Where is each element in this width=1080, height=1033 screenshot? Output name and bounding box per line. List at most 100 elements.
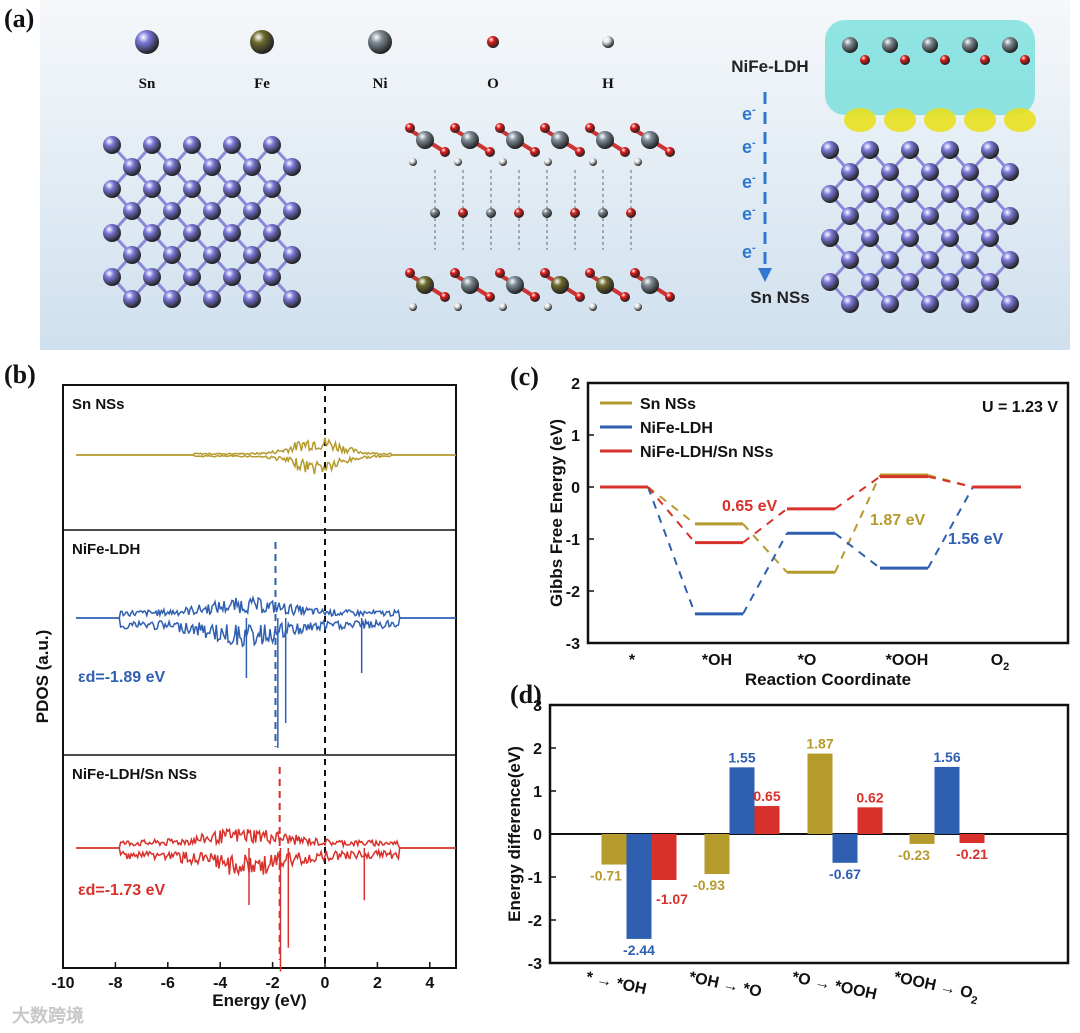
d-band-center-label: εd=-1.73 eV [78, 882, 166, 899]
sn-atom [941, 229, 959, 247]
metal-atom [416, 276, 434, 294]
sn-atom [861, 185, 879, 203]
sn-atom [203, 202, 221, 220]
y-tick-label: -3 [528, 956, 542, 973]
to-state: *O [741, 980, 763, 1001]
energy-connector [834, 474, 881, 573]
bar [729, 767, 755, 834]
pdos-curve-spin-down [76, 847, 456, 877]
y-axis-label: Gibbs Free Energy (eV) [547, 419, 566, 607]
category-text: *OH → *O [687, 969, 763, 1001]
panel-label-b: (b) [4, 360, 36, 389]
oxygen-atom [620, 292, 630, 302]
bar [754, 806, 780, 834]
y-tick-label: 2 [571, 376, 580, 393]
oxygen-atom [530, 292, 540, 302]
oxygen-atom [585, 268, 595, 278]
y-tick-label: 1 [533, 784, 542, 801]
energy-connector [647, 486, 696, 615]
pdos-curve-spin-up [76, 827, 456, 849]
sn-atom [143, 136, 161, 154]
bar-value-label: -2.44 [623, 942, 655, 958]
sn-atom [263, 268, 281, 286]
bar [626, 834, 652, 939]
metal-atom [842, 37, 858, 53]
sn-atom [163, 290, 181, 308]
pdos-subplot-title: NiFe-LDH/Sn NSs [72, 766, 197, 783]
arrow-icon: → [813, 974, 837, 995]
oxygen-atom [530, 147, 540, 157]
sn-atom [223, 180, 241, 198]
from-state: * [584, 969, 598, 988]
oxygen-atom [860, 55, 870, 65]
sn-atom [881, 207, 899, 225]
metal-atom [922, 37, 938, 53]
sn-atom [183, 224, 201, 242]
bar [959, 834, 985, 844]
oxygen-atom [405, 268, 415, 278]
bar-value-label: 0.65 [753, 788, 780, 804]
metal-atom [416, 131, 434, 149]
sn-atom [901, 229, 919, 247]
atom-legend-label-o: O [487, 76, 499, 92]
sn-atom [1001, 163, 1019, 181]
pdos-frame [62, 384, 457, 969]
oxygen-atom [630, 123, 640, 133]
y-axis-label: Energy difference(eV) [505, 746, 524, 922]
from-state: *OH [687, 969, 724, 993]
barrier-label: 0.65 eV [722, 498, 777, 515]
subscript: 2 [970, 994, 978, 1007]
y-tick-label: 0 [533, 827, 542, 844]
bar [909, 834, 935, 844]
pdos-curve-spin-up [76, 595, 456, 619]
y-tick-label: -1 [528, 870, 542, 887]
panel-label-d: (d) [510, 680, 542, 709]
energy-connector [647, 486, 696, 544]
oxygen-atom [575, 147, 585, 157]
sn-atom [263, 180, 281, 198]
x-axis-label: Reaction Coordinate [745, 670, 911, 689]
metal-atom [461, 276, 479, 294]
ldh-label: NiFe-LDH [731, 57, 808, 76]
sn-atom [981, 185, 999, 203]
sn-atom [123, 202, 141, 220]
category-text: * → *OH [584, 969, 648, 998]
x-tick-label: -2 [265, 975, 279, 992]
sn-atom [1001, 295, 1019, 313]
oxygen-atom [495, 123, 505, 133]
hydrogen-atom [634, 158, 642, 166]
sn-atom [123, 290, 141, 308]
sn-atom [263, 136, 281, 154]
pdos-subplot-title: NiFe-LDH [72, 541, 140, 558]
sn-atom [901, 273, 919, 291]
hydrogen-atom [454, 158, 462, 166]
metal-atom [882, 37, 898, 53]
x-tick-label: -4 [213, 975, 227, 992]
bar [601, 834, 627, 865]
oxygen-atom [620, 147, 630, 157]
bar-value-label: 1.56 [933, 749, 960, 765]
category-text: *OOH → O2 [892, 969, 981, 1007]
oxygen-atom [485, 292, 495, 302]
sn-atom [841, 295, 859, 313]
sn-nss-label: Sn NSs [750, 288, 810, 307]
sn-atom [243, 246, 261, 264]
energy-connector [834, 532, 881, 569]
sn-atom [881, 295, 899, 313]
electron-charge: - [752, 137, 756, 149]
metal-atom [551, 131, 569, 149]
metal-atom [962, 37, 978, 53]
sn-atom [203, 290, 221, 308]
oxygen-atom [900, 55, 910, 65]
hydrogen-atom [454, 303, 462, 311]
legend-label: Sn NSs [640, 396, 696, 413]
bar-value-label: -0.21 [956, 846, 988, 862]
oxygen-atom [440, 147, 450, 157]
bar-value-label: -0.71 [590, 868, 622, 884]
y-tick-label: 0 [571, 480, 580, 497]
metal-atom [551, 276, 569, 294]
charge-accumulation [1004, 108, 1036, 132]
legend-label: NiFe-LDH [640, 420, 713, 437]
oxygen-atom [575, 292, 585, 302]
charge-depletion [825, 20, 1035, 115]
